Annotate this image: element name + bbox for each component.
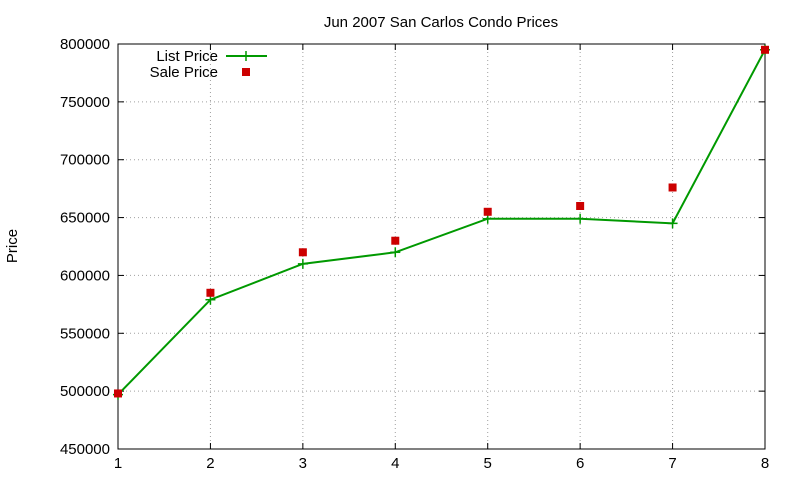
x-tick-label: 5 — [484, 455, 492, 472]
list-price-line — [117, 49, 766, 396]
y-tick-label: 550000 — [60, 325, 110, 342]
y-tick-label: 650000 — [60, 210, 110, 227]
list-price-point — [390, 247, 401, 258]
chart-title: Jun 2007 San Carlos Condo Prices — [324, 14, 558, 31]
sale-price-point — [391, 236, 400, 245]
sale-price-point — [483, 207, 492, 216]
list-price-point — [667, 218, 678, 229]
list-price-point — [297, 258, 308, 269]
y-axis-label: Price — [4, 229, 21, 263]
series — [113, 44, 770, 400]
plot-frame — [117, 43, 766, 450]
y-tick-label: 800000 — [60, 36, 110, 53]
x-tick-label: 3 — [299, 455, 307, 472]
legend-label: List Price — [156, 48, 218, 65]
x-tick-label: 4 — [391, 455, 399, 472]
x-tick-label: 1 — [114, 455, 122, 472]
legend-square-marker — [242, 68, 250, 76]
y-tick-label: 500000 — [60, 383, 110, 400]
axes: 450000 500000 550000 600000 650000 700000 7500… — [60, 36, 769, 472]
y-tick-label: 450000 — [60, 441, 110, 458]
y-tick-label: 700000 — [60, 152, 110, 169]
sale-price-point — [668, 183, 677, 192]
legend-cross-marker — [241, 51, 251, 61]
x-tick-label: 8 — [761, 455, 769, 472]
y-tick-label: 750000 — [60, 94, 110, 111]
y-tick-label: 600000 — [60, 267, 110, 284]
x-tick-label: 7 — [668, 455, 676, 472]
x-tick-label: 2 — [206, 455, 214, 472]
sale-price-point — [206, 288, 215, 297]
sale-price-point — [298, 248, 307, 257]
sale-price-point — [761, 45, 769, 54]
x-tick-label: 6 — [576, 455, 584, 472]
list-price-point — [575, 213, 586, 224]
legend-label: Sale Price — [150, 64, 218, 81]
sale-price-point — [576, 202, 585, 210]
sale-price-point — [114, 389, 122, 398]
